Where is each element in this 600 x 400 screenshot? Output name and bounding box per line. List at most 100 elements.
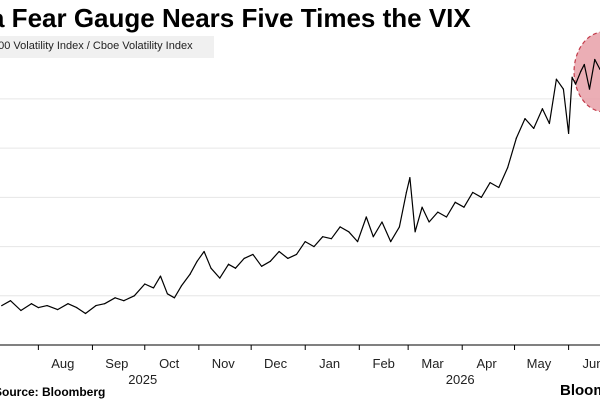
data-point	[287, 257, 289, 259]
data-point	[219, 277, 221, 279]
data-point	[506, 167, 509, 169]
data-point	[365, 216, 367, 218]
data-point	[104, 303, 106, 305]
series-layer	[1, 58, 600, 315]
data-point	[76, 306, 78, 309]
data-point	[95, 305, 97, 307]
data-point	[515, 137, 517, 139]
data-point	[421, 206, 423, 208]
data-point	[533, 127, 535, 130]
data-point	[278, 250, 280, 253]
x-tick-label: Feb	[373, 356, 395, 371]
data-point	[437, 211, 439, 213]
data-point	[295, 253, 298, 256]
data-point	[356, 241, 359, 243]
data-point	[189, 273, 191, 275]
source-name: Bloomberg	[42, 385, 106, 399]
x-year-label: 2025	[128, 372, 157, 387]
data-point	[144, 283, 146, 285]
x-year-label: 2026	[446, 372, 475, 387]
data-point	[381, 221, 383, 223]
data-point	[304, 241, 306, 243]
brand-logo: Bloom	[560, 382, 600, 399]
x-tick-label: Dec	[264, 356, 288, 371]
data-point	[445, 216, 448, 218]
data-point	[574, 83, 577, 85]
data-point	[234, 267, 237, 269]
data-point	[56, 308, 59, 311]
source-label: Source: Bloomberg	[0, 385, 106, 399]
data-point	[243, 257, 245, 259]
x-tick-label: Oct	[159, 356, 180, 371]
legend-background	[0, 36, 214, 58]
data-point	[414, 231, 416, 233]
data-point	[454, 201, 456, 203]
data-point	[313, 245, 315, 248]
data-point	[372, 236, 374, 238]
gridlines	[0, 98, 600, 297]
data-point	[152, 287, 155, 289]
data-point	[210, 267, 212, 269]
data-point	[180, 285, 182, 287]
x-tick-label: Nov	[212, 356, 236, 371]
x-tick-label: Mar	[421, 356, 444, 371]
data-point	[588, 88, 591, 90]
data-point	[37, 306, 39, 309]
data-point	[555, 78, 557, 80]
data-point	[20, 309, 22, 312]
x-tick-label: Apr	[477, 356, 498, 371]
x-tick-label: May	[527, 356, 552, 371]
data-point	[84, 312, 87, 315]
data-point	[46, 305, 48, 307]
chart-title: a Fear Gauge Nears Five Times the VIX	[0, 3, 471, 33]
data-point	[548, 122, 551, 125]
legend-series-label: 200 Volatility Index / Cboe Volatility I…	[0, 40, 193, 52]
data-point	[524, 117, 526, 120]
data-point	[390, 241, 392, 243]
data-point	[472, 191, 474, 194]
data-point	[173, 297, 176, 299]
data-point	[571, 76, 573, 78]
x-axis: Aug Sep Oct Nov Dec Jan Feb Mar Apr May Jun 2025 202…	[0, 344, 600, 387]
data-point	[330, 238, 332, 240]
data-point	[159, 275, 162, 277]
data-point	[269, 260, 271, 262]
data-point	[166, 293, 169, 295]
x-tick-label: Sep	[105, 356, 128, 371]
data-point	[196, 260, 198, 262]
data-point	[133, 295, 135, 297]
highlight-ellipse	[573, 31, 600, 113]
data-point	[30, 303, 32, 305]
data-point	[67, 303, 69, 305]
data-point	[463, 206, 465, 208]
data-point	[1, 305, 3, 307]
data-point	[339, 226, 341, 228]
series-line	[1, 58, 600, 315]
x-tick-label: Jun	[583, 356, 600, 371]
data-point	[480, 196, 482, 198]
data-point	[541, 108, 544, 110]
x-tick-label: Aug	[51, 356, 74, 371]
data-point	[583, 63, 585, 66]
x-tick-label: Jan	[319, 356, 340, 371]
data-point	[409, 177, 411, 179]
data-point	[498, 186, 500, 189]
data-point	[114, 297, 116, 299]
data-point	[428, 221, 430, 223]
data-point	[562, 88, 564, 90]
data-point	[489, 181, 491, 184]
data-point	[405, 191, 407, 194]
data-point	[322, 236, 324, 238]
highlight-annotation	[573, 31, 600, 113]
data-point	[203, 250, 205, 253]
data-point	[252, 253, 254, 256]
data-point	[9, 300, 12, 302]
data-point	[123, 300, 125, 302]
data-point	[261, 265, 263, 267]
data-point	[594, 58, 596, 61]
data-point	[568, 132, 570, 134]
data-point	[580, 70, 582, 72]
data-point	[398, 226, 401, 228]
data-point	[227, 263, 230, 265]
